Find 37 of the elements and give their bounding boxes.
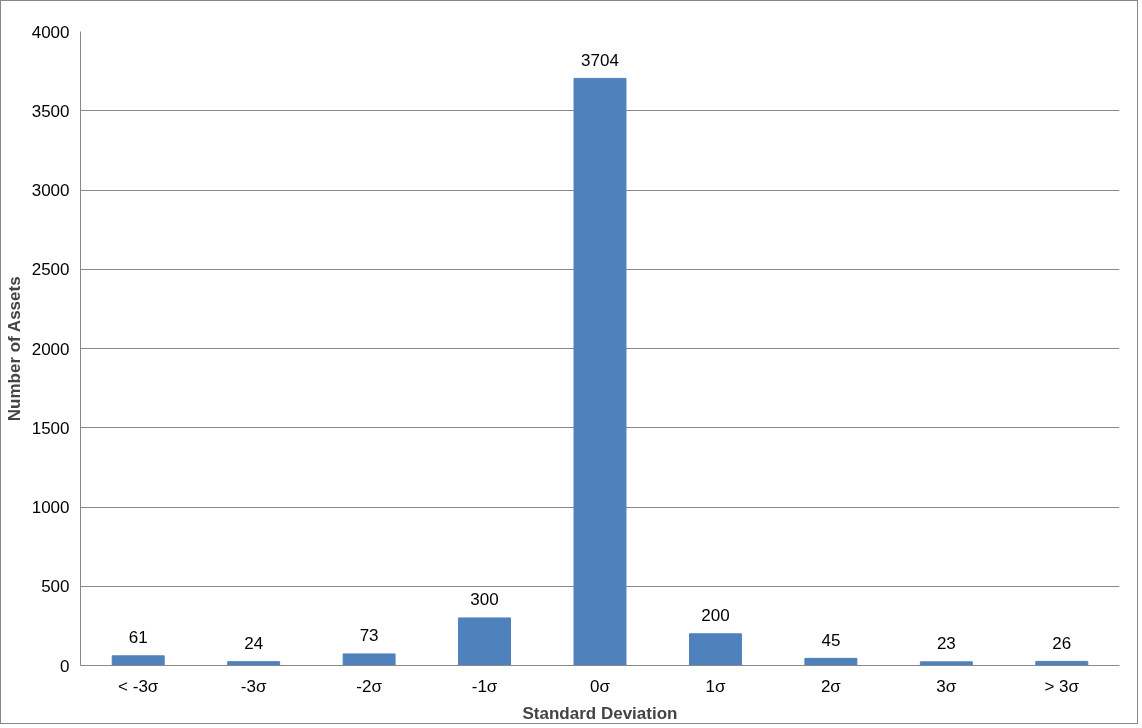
x-tick-label: -2σ (356, 676, 383, 696)
y-tick-label: 4000 (31, 22, 70, 42)
bar (111, 655, 165, 666)
y-tick-label: 500 (41, 577, 70, 597)
x-tick-label: 0σ (590, 676, 611, 696)
data-label: 3704 (581, 50, 619, 70)
bar (919, 661, 973, 666)
x-tick-label: 1σ (705, 676, 726, 696)
data-label: 300 (470, 590, 499, 610)
y-tick-label: 0 (60, 656, 70, 676)
x-tick-label: -3σ (240, 676, 267, 696)
x-tick-label: -1σ (471, 676, 498, 696)
y-tick-label: 2000 (31, 339, 70, 359)
x-tick-label: < -3σ (118, 676, 159, 696)
y-tick-label: 1000 (31, 498, 70, 517)
y-tick-label: 3000 (31, 181, 70, 200)
data-label: 26 (1052, 633, 1072, 653)
bar (227, 661, 281, 666)
bar (688, 633, 742, 666)
x-tick-label: 2σ (820, 676, 842, 696)
data-label: 24 (244, 634, 264, 654)
data-label: 200 (701, 606, 730, 626)
bar (804, 657, 858, 666)
data-label: 45 (821, 630, 841, 650)
data-label: 73 (359, 626, 379, 646)
data-label: 23 (936, 634, 956, 654)
x-tick-label: > 3σ (1044, 676, 1080, 696)
y-axis-title: Number of Assets (4, 276, 24, 422)
bar (573, 77, 627, 666)
y-tick-label: 1500 (31, 418, 70, 438)
x-axis-title: Standard Deviation (522, 703, 678, 723)
x-tick-label: 3σ (936, 676, 957, 696)
data-label: 61 (128, 628, 148, 648)
bar (458, 617, 512, 666)
y-tick-label: 2500 (31, 260, 70, 280)
y-tick-label: 3500 (31, 101, 70, 121)
bar (342, 653, 396, 666)
